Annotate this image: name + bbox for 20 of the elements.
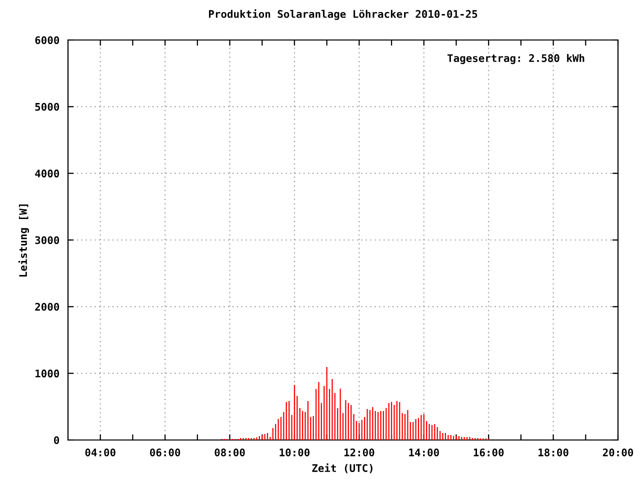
- x-tick-label: 06:00: [150, 448, 180, 456]
- y-tick-label: 3000: [35, 236, 60, 244]
- chart-title: Produktion Solaranlage Löhracker 2010-01-25: [208, 9, 478, 20]
- y-tick-label: 4000: [35, 170, 60, 178]
- x-tick-label: 10:00: [280, 448, 310, 456]
- x-tick-label: 04:00: [85, 448, 116, 456]
- x-tick-label: 18:00: [538, 448, 568, 456]
- x-tick-label: 14:00: [409, 448, 439, 456]
- x-tick-label: 16:00: [474, 448, 504, 456]
- y-tick-label: 1000: [36, 370, 60, 378]
- annotation: Tagesertrag: 2.580 kWh: [447, 54, 584, 64]
- x-tick-label: 12:00: [344, 448, 374, 456]
- x-tick-label: 08:00: [214, 448, 245, 456]
- y-tick-label: 6000: [35, 36, 60, 44]
- y-tick-label: 2000: [35, 302, 60, 311]
- y-tick-label: 5000: [35, 102, 60, 111]
- y-axis-title: Leistung [W]: [18, 204, 30, 276]
- x-tick-label: 20:00: [602, 448, 634, 456]
- y-tick-label: 0: [54, 436, 60, 444]
- x-axis-title: Zeit (UTC): [312, 463, 372, 474]
